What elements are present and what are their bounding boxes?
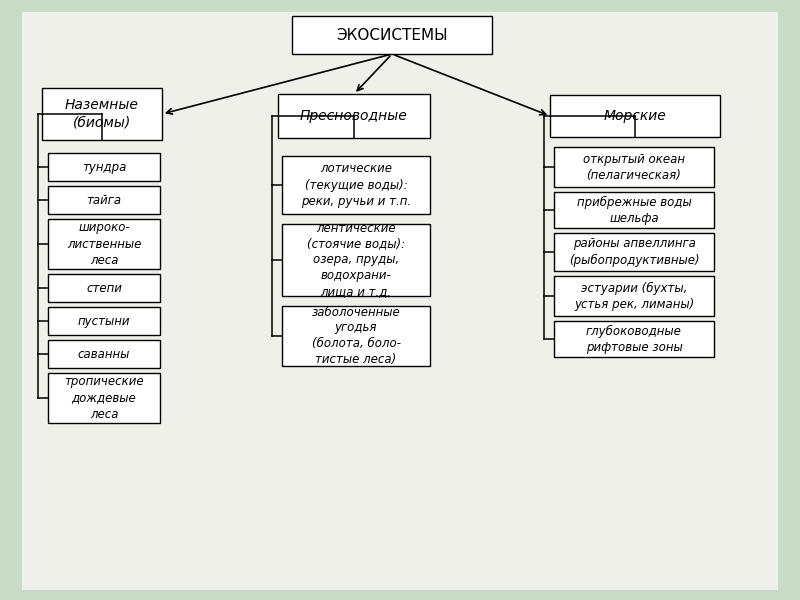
FancyBboxPatch shape: [282, 306, 430, 366]
Text: лотические
(текущие воды):
реки, ручьи и т.п.: лотические (текущие воды): реки, ручьи и…: [301, 163, 411, 208]
Text: открытый океан
(пелагическая): открытый океан (пелагическая): [583, 152, 685, 181]
Text: тропические
дождевые
леса: тропические дождевые леса: [64, 376, 144, 421]
Text: районы апвеллинга
(рыбопродуктивные): районы апвеллинга (рыбопродуктивные): [569, 238, 699, 266]
FancyBboxPatch shape: [48, 307, 160, 335]
FancyBboxPatch shape: [48, 219, 160, 269]
Text: широко-
лиственные
леса: широко- лиственные леса: [67, 221, 141, 266]
Text: Пресноводные: Пресноводные: [300, 109, 408, 123]
FancyBboxPatch shape: [282, 156, 430, 214]
FancyBboxPatch shape: [42, 88, 162, 140]
Text: лентические
(стоячие воды):
озера, пруды,
водохрани-
лища и т.д.: лентические (стоячие воды): озера, пруды…: [307, 221, 405, 298]
Text: глубоководные
рифтовые зоны: глубоководные рифтовые зоны: [586, 325, 682, 353]
FancyBboxPatch shape: [554, 276, 714, 316]
Text: Наземные
(биомы): Наземные (биомы): [65, 98, 139, 130]
Text: Морские: Морские: [604, 109, 666, 123]
Text: степи: степи: [86, 281, 122, 295]
FancyBboxPatch shape: [554, 233, 714, 271]
Text: прибрежные воды
шельфа: прибрежные воды шельфа: [577, 196, 691, 224]
FancyBboxPatch shape: [282, 224, 430, 296]
FancyBboxPatch shape: [48, 274, 160, 302]
FancyBboxPatch shape: [554, 192, 714, 228]
Text: тундра: тундра: [82, 160, 126, 173]
Text: ЭКОСИСТЕМЫ: ЭКОСИСТЕМЫ: [336, 28, 448, 43]
Text: заболоченные
угодья
(болота, боло-
тистые леса): заболоченные угодья (болота, боло- тисты…: [311, 305, 401, 367]
Text: пустыни: пустыни: [78, 314, 130, 328]
Text: эстуарии (бухты,
устья рек, лиманы): эстуарии (бухты, устья рек, лиманы): [574, 281, 694, 311]
FancyBboxPatch shape: [554, 147, 714, 187]
Text: саванны: саванны: [78, 347, 130, 361]
FancyBboxPatch shape: [550, 95, 720, 137]
FancyBboxPatch shape: [48, 373, 160, 423]
FancyBboxPatch shape: [48, 186, 160, 214]
FancyBboxPatch shape: [554, 321, 714, 357]
Text: тайга: тайга: [86, 193, 122, 206]
FancyBboxPatch shape: [292, 16, 492, 54]
FancyBboxPatch shape: [48, 153, 160, 181]
FancyBboxPatch shape: [48, 340, 160, 368]
FancyBboxPatch shape: [278, 94, 430, 138]
